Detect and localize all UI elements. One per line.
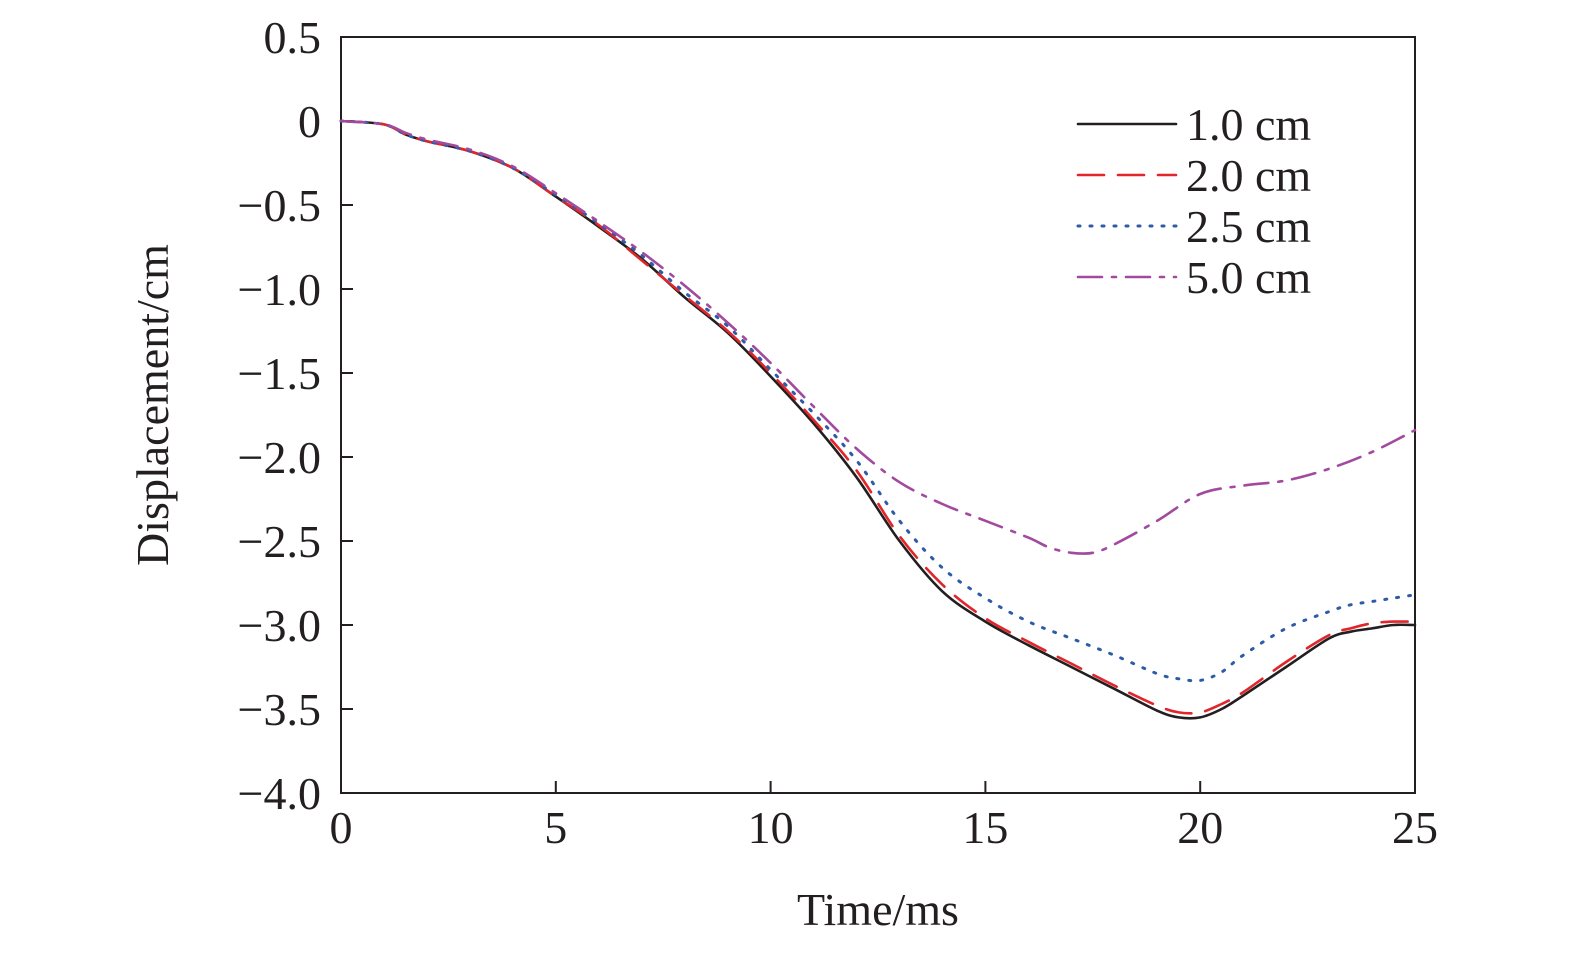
x-tick-label: 10	[748, 802, 794, 853]
series-line-3	[339, 119, 1417, 683]
y-tick-label: −0.5	[238, 180, 321, 231]
legend-label: 2.0 cm	[1186, 150, 1311, 201]
y-axis-label: Displacement/cm	[127, 244, 178, 566]
x-tick-label: 20	[1177, 802, 1223, 853]
legend: 1.0 cm2.0 cm2.5 cm5.0 cm	[1076, 99, 1311, 303]
series-lines	[339, 119, 1417, 720]
y-tick-label: −2.0	[238, 432, 321, 483]
plot-frame	[340, 36, 1416, 794]
y-tick-label: 0.5	[264, 12, 322, 63]
x-tick-label: 5	[544, 802, 567, 853]
y-tick-label: −2.5	[238, 516, 321, 567]
x-tick-label: 25	[1392, 802, 1438, 853]
legend-label: 2.5 cm	[1186, 201, 1311, 252]
y-tick-label: −3.0	[238, 600, 321, 651]
x-axis-label: Time/ms	[797, 884, 959, 935]
legend-label: 1.0 cm	[1186, 99, 1311, 150]
y-tick-label: −1.0	[238, 264, 321, 315]
y-axis-ticks: 0.5 0 −0.5 −1.0 −1.5 −2.0 −2.5 −3.0 −3.5 −4.0	[238, 12, 353, 819]
x-axis-ticks: 0 5 10 15 20 25	[330, 781, 1438, 853]
y-tick-label: −1.5	[238, 348, 321, 399]
x-tick-label: 15	[962, 802, 1008, 853]
series-line-4	[339, 119, 1417, 555]
x-tick-label: 0	[330, 802, 353, 853]
y-tick-label: −3.5	[238, 684, 321, 735]
legend-label: 5.0 cm	[1186, 252, 1311, 303]
y-tick-label: −4.0	[238, 768, 321, 819]
y-tick-label: 0	[298, 96, 321, 147]
